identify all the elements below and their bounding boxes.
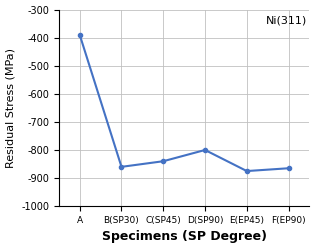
Text: Ni(311): Ni(311) (266, 15, 307, 25)
Y-axis label: Residual Stress (MPa): Residual Stress (MPa) (6, 48, 15, 168)
X-axis label: Specimens (SP Degree): Specimens (SP Degree) (102, 230, 266, 244)
